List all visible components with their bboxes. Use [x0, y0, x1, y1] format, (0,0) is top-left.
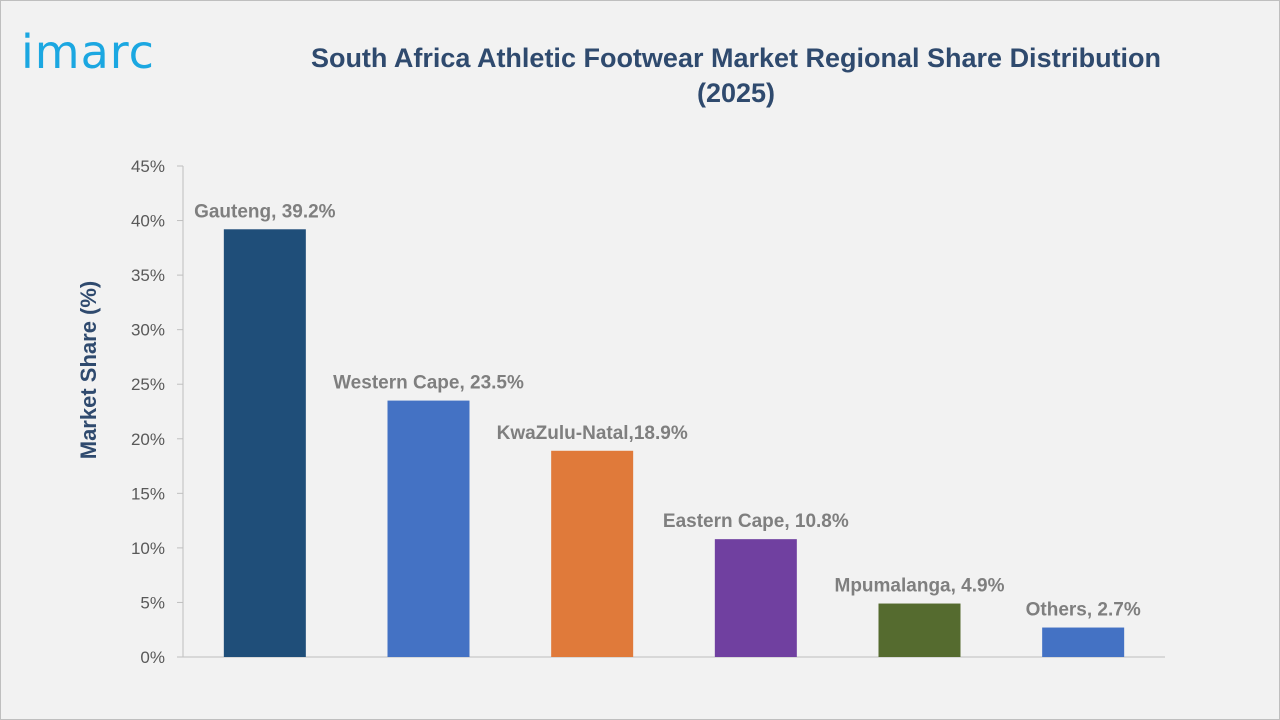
y-axis: 0% 5% 10% 15% 20% 25% 30% 35% 40% 45% — [131, 157, 184, 667]
y-tick-label: 0% — [140, 648, 165, 667]
bar-eastern-cape — [714, 539, 797, 657]
data-label: KwaZulu-Natal,18.9% — [497, 423, 688, 444]
y-tick-label: 35% — [131, 266, 165, 285]
bar-western-cape — [387, 400, 470, 657]
y-axis-title: Market Share (%) — [76, 281, 101, 460]
y-tick-label: 40% — [131, 212, 165, 231]
chart-title: South Africa Athletic Footwear Market Re… — [310, 43, 1162, 109]
bar-others — [1042, 627, 1125, 657]
bar-mpumalanga — [878, 603, 961, 657]
bar-kwazulu-natal — [551, 450, 634, 657]
imarc-logo: imarc — [21, 25, 155, 79]
bars — [223, 229, 1125, 658]
y-tick-label: 30% — [131, 321, 165, 340]
y-tick-label: 45% — [131, 157, 165, 176]
data-labels: Gauteng, 39.2% Western Cape, 23.5% KwaZulu… — [194, 201, 1141, 620]
data-label: Mpumalanga, 4.9% — [835, 576, 1005, 597]
y-tick-label: 15% — [131, 484, 165, 503]
y-tick-label: 25% — [131, 375, 165, 394]
data-label: Gauteng, 39.2% — [194, 201, 336, 222]
data-label: Others, 2.7% — [1026, 600, 1141, 621]
y-tick-label: 10% — [131, 539, 165, 558]
data-label: Eastern Cape, 10.8% — [663, 511, 849, 532]
bar-gauteng — [223, 229, 306, 658]
y-tick-label: 5% — [140, 593, 165, 612]
y-tick-label: 20% — [131, 430, 165, 449]
data-label: Western Cape, 23.5% — [333, 373, 524, 394]
